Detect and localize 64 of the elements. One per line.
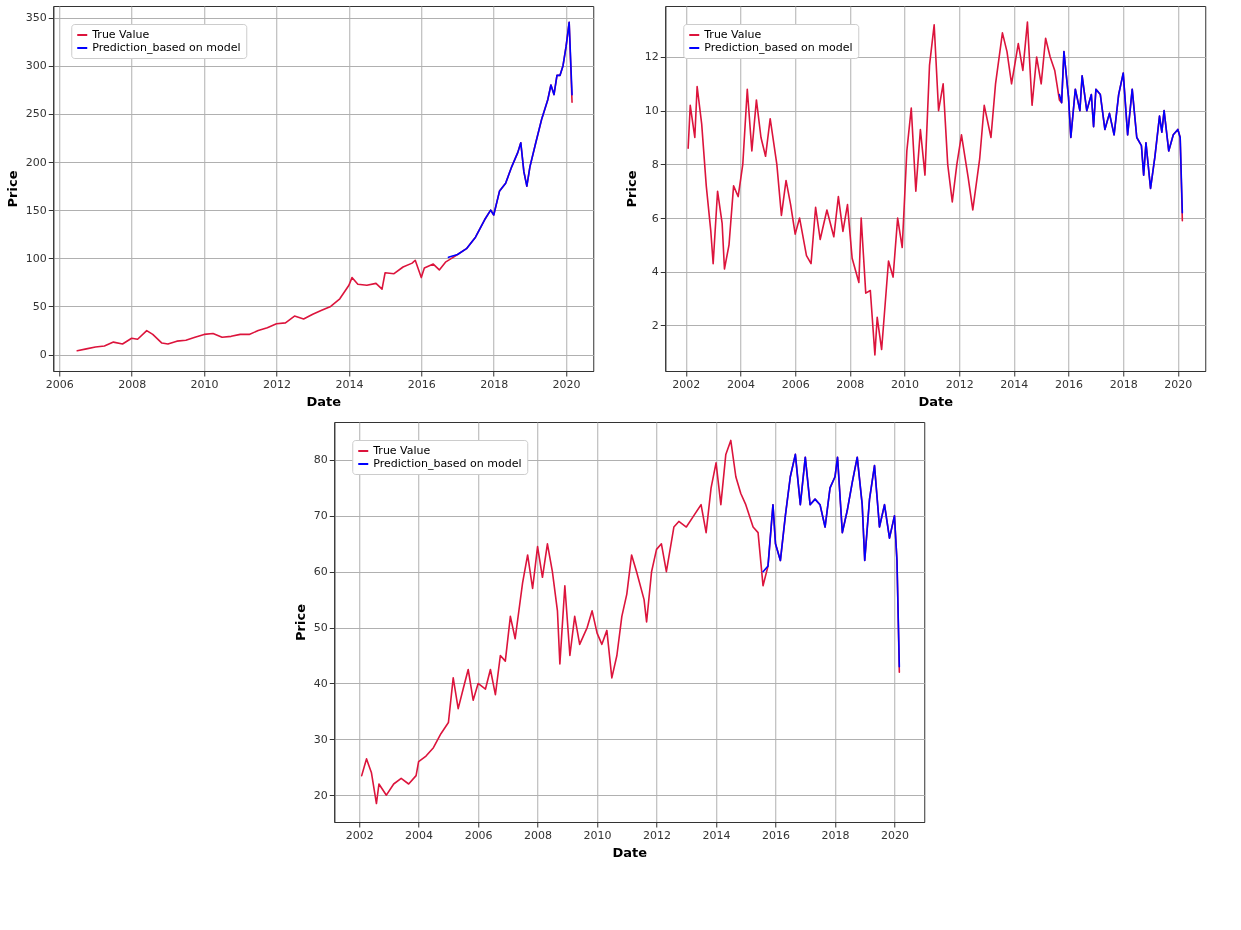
y-tick-label: 300 (25, 59, 47, 73)
y-tick-label: 350 (25, 11, 47, 25)
x-tick-label: 2006 (464, 828, 493, 842)
x-tick-label: 2004 (405, 828, 434, 842)
x-tick-label: 2008 (836, 377, 865, 391)
x-tick-label: 2018 (821, 828, 850, 842)
y-tick-label: 8 (651, 157, 659, 171)
x-tick-label: 2010 (891, 377, 920, 391)
y-tick-label: 10 (644, 104, 659, 118)
y-tick-label: 40 (313, 676, 328, 690)
legend-label: True Value (91, 28, 150, 41)
x-tick-label: 2014 (1000, 377, 1029, 391)
y-tick-label: 70 (313, 509, 328, 523)
x-tick-label: 2012 (945, 377, 974, 391)
legend-label: Prediction_based on model (704, 41, 853, 54)
x-axis-title: Date (612, 844, 648, 860)
x-axis-title: Date (918, 393, 954, 409)
x-tick-label: 2006 (781, 377, 810, 391)
x-tick-label: 2010 (583, 828, 612, 842)
x-tick-label: 2006 (45, 377, 74, 391)
legend-label: Prediction_based on model (92, 41, 241, 54)
y-tick-label: 2 (651, 318, 659, 332)
y-axis-title: Price (292, 603, 308, 641)
line-series (447, 21, 573, 259)
x-tick-label: 2008 (524, 828, 553, 842)
y-tick-label: 12 (644, 50, 659, 64)
legend-label: True Value (703, 28, 762, 41)
line-series (1058, 50, 1184, 214)
y-tick-label: 60 (313, 565, 328, 579)
y-tick-label: 30 (313, 732, 328, 746)
y-tick-label: 4 (651, 265, 659, 279)
y-tick-label: 100 (25, 251, 47, 265)
legend-label: True Value (372, 444, 431, 457)
x-tick-label: 2014 (335, 377, 364, 391)
y-tick-label: 150 (25, 203, 47, 217)
x-tick-label: 2014 (702, 828, 731, 842)
x-tick-label: 2010 (190, 377, 219, 391)
y-tick-label: 200 (25, 155, 47, 169)
x-tick-label: 2020 (552, 377, 581, 391)
y-tick-label: 20 (313, 788, 328, 802)
x-tick-label: 2018 (480, 377, 509, 391)
x-tick-label: 2004 (726, 377, 755, 391)
x-tick-label: 2016 (761, 828, 790, 842)
x-tick-label: 2008 (118, 377, 147, 391)
x-tick-label: 2012 (262, 377, 291, 391)
x-tick-label: 2016 (407, 377, 436, 391)
legend-label: Prediction_based on model (373, 457, 522, 470)
x-axis-title: Date (306, 393, 342, 409)
x-tick-label: 2018 (1109, 377, 1138, 391)
y-tick-label: 50 (32, 299, 47, 313)
x-tick-label: 2002 (672, 377, 701, 391)
y-tick-label: 0 (39, 348, 47, 362)
x-tick-label: 2012 (643, 828, 672, 842)
y-tick-label: 50 (313, 621, 328, 635)
y-axis-title: Price (623, 170, 639, 208)
line-series (762, 453, 901, 668)
y-axis-title: Price (4, 170, 20, 208)
y-tick-label: 6 (651, 211, 659, 225)
x-tick-label: 2020 (880, 828, 909, 842)
x-tick-label: 2020 (1164, 377, 1193, 391)
x-tick-label: 2016 (1055, 377, 1084, 391)
y-tick-label: 80 (313, 453, 328, 467)
y-tick-label: 250 (25, 107, 47, 121)
x-tick-label: 2002 (345, 828, 374, 842)
